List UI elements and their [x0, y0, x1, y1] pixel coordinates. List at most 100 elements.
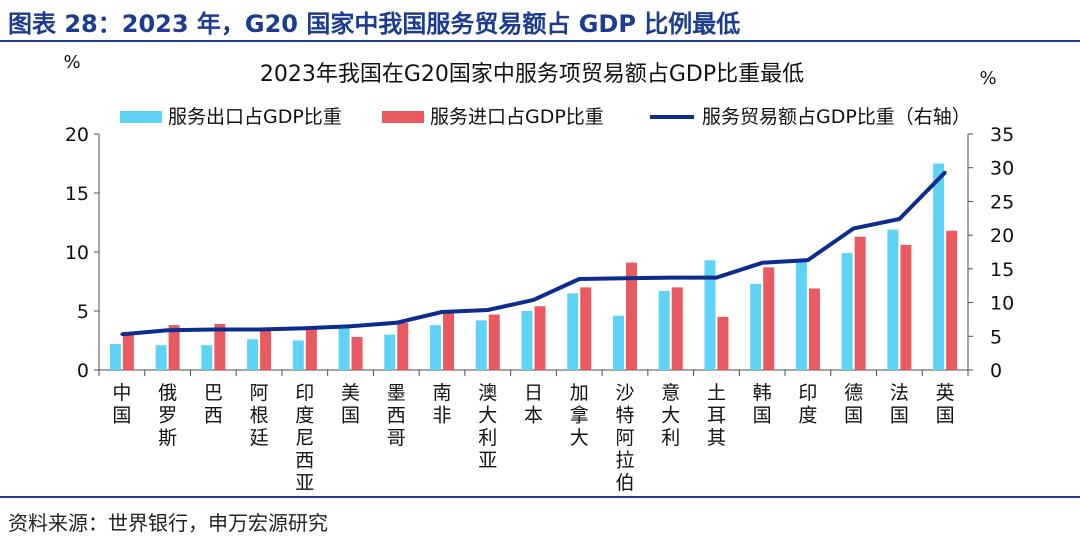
bars: [109, 163, 958, 370]
legend-swatch-exports: [120, 111, 162, 123]
x-tick-label: 日本: [524, 382, 543, 427]
bar-exports: [933, 163, 945, 370]
x-tick-label: 土耳其: [707, 382, 726, 449]
bar-exports: [887, 229, 899, 370]
x-tick-label: 英国: [936, 382, 955, 427]
line-point: [349, 324, 353, 328]
bar-exports: [109, 344, 121, 370]
bar-imports: [260, 331, 272, 370]
legend-label-imports: 服务进口占GDP比重: [430, 106, 604, 128]
line-point: [760, 261, 764, 265]
y-right-tick-label: 35: [990, 124, 1014, 146]
bar-exports: [612, 315, 624, 370]
bar-exports: [795, 260, 807, 370]
bar-imports: [900, 244, 912, 370]
x-tick-label: 巴西: [204, 382, 223, 427]
x-tick-label: 沙特阿拉伯: [615, 382, 634, 494]
bar-imports: [488, 314, 500, 370]
bar-imports: [443, 313, 455, 370]
bar-imports: [808, 288, 820, 370]
chart-title: 2023年我国在G20国家中服务项贸易额占GDP比重最低: [260, 62, 804, 87]
bar-exports: [841, 253, 853, 370]
x-tick-label: 南非: [433, 382, 452, 427]
bar-exports: [201, 345, 213, 370]
bar-imports: [534, 306, 546, 370]
legend-label-exports: 服务出口占GDP比重: [168, 106, 342, 128]
line-point: [303, 326, 307, 330]
x-tick-label: 美国: [341, 382, 360, 427]
x-tick-label: 印度尼西亚: [295, 382, 314, 494]
line-point: [257, 328, 261, 332]
x-tick-label: 法国: [890, 382, 909, 427]
x-tick-label: 印度: [798, 382, 817, 427]
line-point: [120, 332, 124, 336]
bar-imports: [397, 322, 409, 370]
y-right-tick-label: 15: [990, 259, 1014, 281]
line-point: [211, 328, 215, 332]
line-point: [486, 308, 490, 312]
bar-exports: [521, 311, 533, 370]
line-total-trade: [121, 170, 947, 337]
bar-exports: [384, 334, 396, 370]
x-tick-label: 俄罗斯: [158, 382, 177, 449]
y-right-tick-label: 25: [990, 191, 1014, 213]
bar-exports: [338, 326, 350, 370]
bar-imports: [122, 333, 134, 370]
y-right-unit: %: [979, 68, 996, 89]
y-right-tick-label: 5: [990, 326, 1002, 348]
bar-imports: [671, 287, 683, 370]
y-left-tick-label: 10: [65, 242, 89, 264]
x-tick-label: 墨西哥: [387, 382, 406, 449]
bar-imports: [717, 316, 729, 370]
line-point: [532, 298, 535, 302]
bar-exports: [704, 260, 716, 370]
bar-exports: [658, 290, 670, 370]
bar-exports: [292, 340, 304, 370]
y-right-tick-label: 0: [990, 360, 1002, 382]
line-point: [943, 170, 947, 174]
line-point: [806, 258, 810, 262]
y-left-tick-label: 15: [65, 183, 89, 205]
line-point: [577, 277, 581, 281]
x-tick-labels: 中国 俄罗斯 巴西 阿根廷 印度尼西亚 美国 墨西哥 南非 澳大利亚 日本 加拿大 沙特阿拉伯 意大利 土…: [112, 382, 954, 494]
x-tick-label: 加拿大: [570, 382, 589, 449]
line-point: [440, 310, 444, 314]
bar-imports: [625, 262, 637, 370]
line-layer: [120, 170, 947, 337]
bar-exports: [750, 283, 762, 370]
axes: 0 5 10 15 20 0 5 10 15 20 25 30 35: [65, 124, 1014, 382]
x-tick-label: 意大利: [661, 382, 680, 449]
line-point: [897, 217, 901, 221]
figure-title: 图表 28：2023 年，G20 国家中我国服务贸易额占 GDP 比例最低: [8, 10, 741, 38]
line-point: [394, 321, 398, 325]
bar-exports: [247, 339, 259, 370]
chart: 2023年我国在G20国家中服务项贸易额占GDP比重最低 % % 服务出口占GD…: [63, 52, 1014, 494]
x-tick-label: 中国: [112, 382, 131, 427]
bar-exports: [475, 320, 487, 370]
bar-imports: [580, 287, 592, 370]
source-divider: [0, 496, 1080, 498]
y-right-tick-label: 30: [990, 158, 1014, 180]
bar-imports: [854, 236, 866, 370]
legend-swatch-imports: [382, 111, 424, 123]
line-point: [166, 328, 170, 332]
x-tick-label: 阿根廷: [250, 382, 269, 449]
bar-imports: [214, 323, 226, 370]
y-right-tick-label: 20: [990, 225, 1014, 247]
y-right-tick-label: 10: [990, 293, 1014, 315]
bar-exports: [567, 293, 579, 370]
bar-exports: [430, 325, 442, 370]
bar-imports: [946, 230, 958, 370]
y-left-unit: %: [63, 52, 80, 73]
source-note: 资料来源：世界银行，申万宏源研究: [8, 511, 328, 535]
y-left-tick-label: 20: [65, 124, 89, 146]
bar-imports: [351, 336, 363, 370]
title-divider: [0, 40, 1080, 42]
bar-exports: [155, 345, 167, 370]
bar-imports: [168, 325, 180, 370]
x-tick-label: 韩国: [753, 382, 772, 427]
y-left-tick-label: 0: [77, 360, 89, 382]
line-point: [714, 276, 718, 280]
y-left-tick-label: 5: [77, 301, 89, 323]
legend: 服务出口占GDP比重 服务进口占GDP比重 服务贸易额占GDP比重（右轴）: [120, 106, 971, 128]
